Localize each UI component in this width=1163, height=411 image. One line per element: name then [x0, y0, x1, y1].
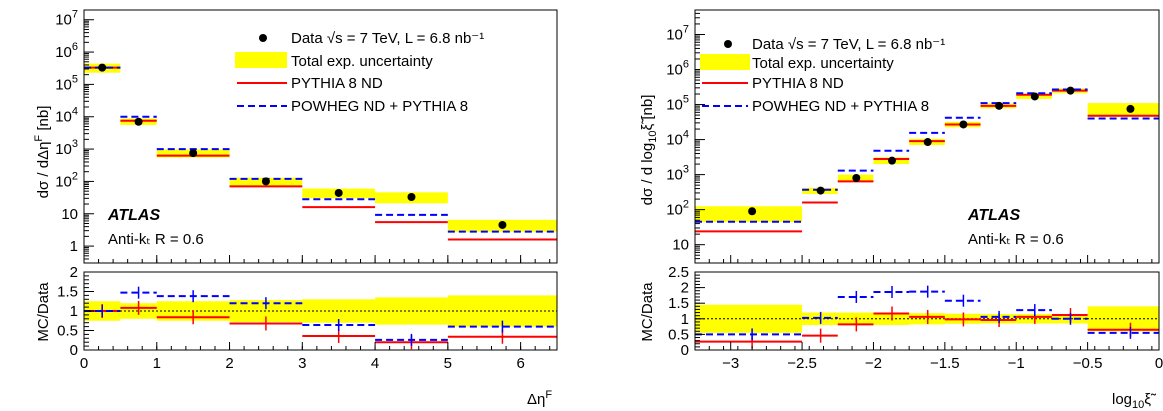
ratio-y-tick-label: 0: [70, 342, 78, 359]
y-tick-label: 106: [666, 59, 689, 79]
data-point: [959, 120, 968, 129]
y-tick-label: 105: [666, 94, 689, 114]
legend-band-label: Total exp. uncertainty: [752, 55, 894, 72]
x-tick-label: 0: [80, 355, 88, 372]
left-atlas-label: ATLAS: [107, 207, 160, 224]
x-tick-label: 0: [1155, 355, 1163, 372]
legend-band-swatch: [235, 52, 287, 68]
data-point: [134, 117, 143, 126]
ratio-y-tick-label: 1: [681, 311, 689, 328]
ratio-y-tick-label: 2: [681, 280, 689, 297]
data-point: [98, 63, 107, 72]
data-point: [888, 156, 897, 165]
ratio-uncertainty-band: [302, 299, 376, 323]
left-ratio-plot-marks: [84, 286, 557, 350]
legend-powheg-label: POWHEG ND + PYTHIA 8: [752, 98, 929, 115]
left-jet-label: Anti-kₜ R = 0.6: [108, 231, 204, 248]
x-tick-label: −2.5: [787, 355, 817, 372]
legend-data-marker: [724, 40, 732, 48]
legend-band-label: Total exp. uncertainty: [291, 53, 433, 70]
ratio-y-tick-label: 0.5: [668, 326, 689, 343]
ratio-y-tick-label: 1.5: [668, 295, 689, 312]
legend-data-marker: [259, 34, 267, 42]
legend-band-swatch: [700, 54, 750, 70]
data-point: [748, 207, 757, 216]
x-tick-label: −1.5: [930, 355, 960, 372]
left-legend: Data √s = 7 TeV, L = 6.8 nb⁻¹ Total exp.…: [235, 30, 484, 115]
ratio-y-tick-label: 1.5: [57, 284, 78, 301]
data-point: [1066, 86, 1075, 95]
uncertainty-band: [695, 206, 803, 222]
data-point: [334, 188, 343, 197]
right-x-axis-label: log10ξ̃: [1112, 391, 1157, 411]
right-y-axis-label: dσ / d log10ξ̃ [nb]: [639, 95, 659, 206]
legend-pythia-label: PYTHIA 8 ND: [291, 75, 383, 92]
ratio-y-tick-label: 0.5: [57, 323, 78, 340]
y-tick-label: 10: [672, 237, 689, 254]
x-tick-label: 6: [516, 355, 524, 372]
right-main-plot-marks: [695, 86, 1159, 233]
left-main-plot-marks: [84, 63, 557, 241]
x-tick-label: −3: [722, 355, 739, 372]
left-y-axis-label: dσ / dΔηF [nb]: [33, 106, 52, 199]
left-main-frame: [83, 9, 558, 264]
legend-powheg-label: POWHEG ND + PYTHIA 8: [291, 98, 468, 115]
x-tick-label: 2: [225, 355, 233, 372]
data-point: [995, 101, 1004, 110]
x-tick-label: 3: [298, 355, 306, 372]
uncertainty-band: [1087, 103, 1159, 117]
y-tick-label: 104: [55, 106, 78, 126]
legend-pythia-label: PYTHIA 8 ND: [752, 75, 844, 92]
ratio-y-tick-label: 2: [70, 264, 78, 281]
data-point: [923, 138, 932, 147]
y-tick-label: 104: [666, 129, 689, 149]
x-tick-label: 1: [153, 355, 161, 372]
data-point: [498, 220, 507, 229]
right-jet-label: Anti-kₜ R = 0.6: [968, 231, 1064, 248]
right-ratio-y-axis-label: MC/Data: [639, 282, 656, 342]
legend-data-label: Data √s = 7 TeV, L = 6.8 nb⁻¹: [752, 36, 945, 53]
data-point: [407, 192, 416, 201]
data-point: [1030, 92, 1039, 101]
x-tick-label: −1: [1008, 355, 1025, 372]
right-atlas-label: ATLAS: [967, 207, 1020, 224]
ratio-y-tick-label: 2.5: [668, 264, 689, 281]
x-tick-label: −0.5: [1073, 355, 1103, 372]
right-main-frame: [694, 9, 1160, 264]
y-tick-label: 102: [55, 170, 78, 190]
x-tick-label: 5: [444, 355, 452, 372]
data-point: [816, 186, 825, 195]
left-ratio-y-axis-label: MC/Data: [35, 282, 52, 342]
y-tick-label: 10: [61, 206, 78, 223]
x-tick-label: −2: [865, 355, 882, 372]
y-tick-label: 107: [55, 9, 78, 29]
left-x-axis-label: ΔηF: [527, 389, 552, 408]
data-point: [261, 177, 270, 186]
data-point: [1126, 104, 1135, 113]
y-tick-label: 106: [55, 41, 78, 61]
data-point: [189, 149, 198, 158]
data-point: [852, 174, 861, 183]
x-tick-label: 4: [371, 355, 379, 372]
right-legend: Data √s = 7 TeV, L = 6.8 nb⁻¹ Total exp.…: [700, 36, 945, 115]
ratio-y-tick-label: 0: [681, 342, 689, 359]
y-tick-label: 107: [666, 23, 689, 43]
ratio-uncertainty-band: [375, 297, 448, 325]
right-ratio-frame: [694, 271, 1160, 351]
y-tick-label: 103: [666, 164, 689, 184]
y-tick-label: 103: [55, 138, 78, 158]
y-tick-label: 1: [70, 238, 78, 255]
y-tick-label: 102: [666, 199, 689, 219]
right-chart: −3 −2.5 −2 −1.5 −1 −0.5 0101021031041051061070…: [639, 9, 1163, 411]
right-ratio-plot-marks: [695, 285, 1159, 349]
legend-data-label: Data √s = 7 TeV, L = 6.8 nb⁻¹: [291, 30, 484, 47]
y-tick-label: 105: [55, 73, 78, 93]
ratio-y-tick-label: 1: [70, 303, 78, 320]
